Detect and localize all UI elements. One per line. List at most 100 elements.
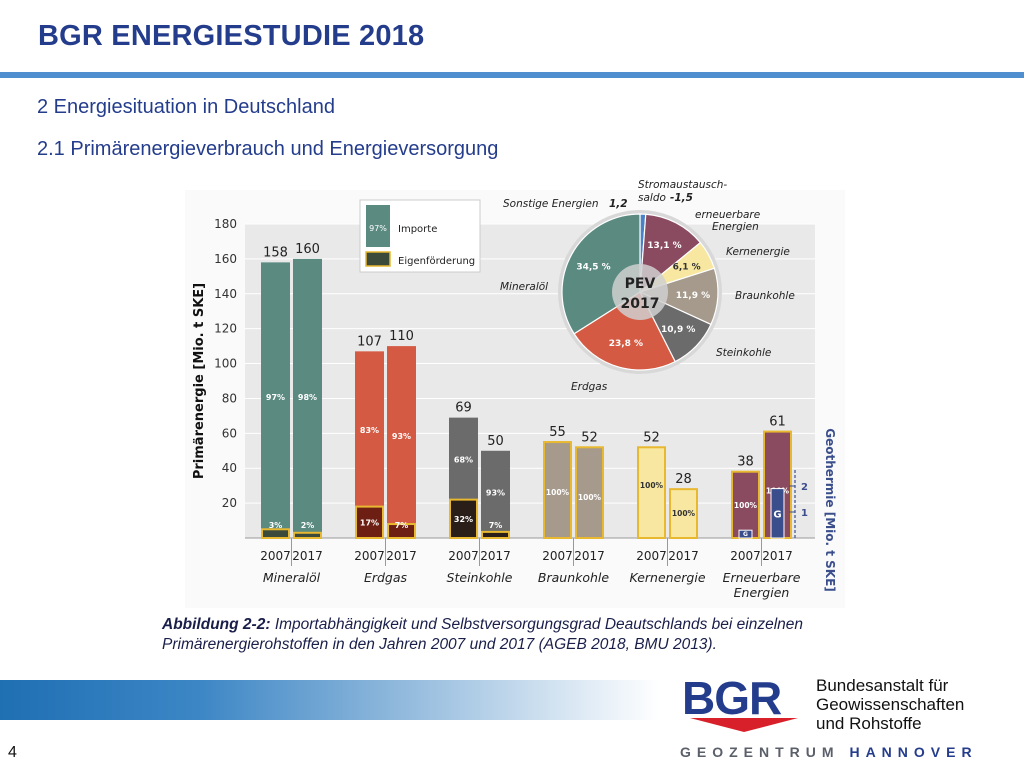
y-tick-label: 40 (222, 461, 237, 475)
plot-area (245, 224, 815, 538)
import-percent-label: 83% (360, 426, 379, 435)
pie-slice (573, 291, 676, 371)
bar-total-label: 52 (581, 430, 598, 445)
bar-total-label: 107 (357, 334, 382, 349)
legend-domestic-swatch (365, 251, 391, 267)
pie-outer-value: -1,5 (670, 192, 693, 204)
x-tick-label: 2017 (480, 549, 511, 563)
bar (669, 489, 698, 538)
secondary-tick-label: 2 (801, 482, 808, 493)
x-tick-label: 2017 (668, 549, 699, 563)
domestic-percent-label: 100% (546, 488, 570, 497)
pie-outer-label: Sonstige Energien (503, 198, 598, 210)
y-tick-label: 120 (214, 322, 237, 336)
bar (261, 262, 290, 538)
geozentrum-tagline: GEOZENTRUM HANNOVER (680, 744, 978, 760)
institution-name: Bundesanstalt für Geowissenschaften und … (816, 676, 964, 733)
bgr-logo: BGR (682, 676, 798, 732)
pie-slice-label: 6,1 % (673, 263, 701, 273)
domestic-segment (355, 505, 384, 540)
institution-line: Geowissenschaften (816, 695, 965, 714)
domestic-percent-label: 7% (395, 521, 409, 530)
pie-outer-label: Steinkohle (716, 347, 771, 359)
import-percent-label: 93% (486, 488, 505, 497)
y-tick-label: 20 (222, 496, 237, 510)
import-percent-label: 93% (392, 432, 411, 441)
y-axis-title: Primärenergie [Mio. t SKE] (192, 283, 207, 479)
secondary-axis-title: Geothermie [Mio. t SKE] (823, 428, 837, 592)
domestic-percent-label: 7% (489, 521, 503, 530)
bar-total-label: 160 (295, 242, 320, 257)
domestic-segment (261, 528, 290, 539)
domestic-segment (449, 498, 478, 539)
logo-chevron (690, 718, 798, 732)
geothermal-label: G (743, 531, 748, 538)
x-tick-label: 2007 (730, 549, 761, 563)
caption-text: Importabhängigkeit und Selbstversorgungs… (162, 616, 804, 653)
domestic-percent-label: 100% (672, 509, 696, 518)
x-category-label: Steinkohle (447, 570, 513, 585)
x-category-label: Erdgas (364, 570, 408, 585)
bar (387, 346, 416, 538)
domestic-outline (637, 446, 666, 539)
x-tick-label: 2007 (448, 549, 479, 563)
import-percent-label: 68% (454, 456, 473, 465)
pie-slice-label: 10,9 % (661, 325, 695, 335)
y-tick-label: 140 (214, 287, 237, 301)
domestic-percent-label: 100% (734, 501, 758, 510)
geothermal-label: G (773, 509, 781, 520)
domestic-percent-label: 100% (578, 493, 602, 502)
pie-outer-label: Erdgas (571, 381, 608, 393)
pie-slice-label: 13,1 % (647, 241, 681, 251)
bar (293, 258, 322, 538)
bar-total-label: 38 (737, 455, 754, 470)
title-rule (0, 72, 1024, 78)
y-tick-label: 160 (214, 252, 237, 266)
domestic-segment (387, 523, 416, 539)
geothermal-bar (738, 529, 753, 539)
x-category-label: Kernenergie (629, 570, 705, 585)
footer-band (0, 680, 660, 720)
bar-total-label: 61 (769, 415, 786, 430)
bar (481, 450, 510, 538)
bgr-logo-text: BGR (682, 676, 782, 724)
institution-line: und Rohstoffe (816, 714, 922, 733)
import-percent-label: 98% (298, 393, 317, 402)
x-category-label: Energien (734, 585, 790, 600)
domestic-percent-label: 100% (640, 481, 664, 490)
bar-total-label: 69 (455, 401, 472, 416)
domestic-segment (481, 530, 510, 540)
pie-center-label: 2017 (621, 296, 660, 312)
bar-total-label: 52 (643, 430, 660, 445)
figure-caption: Abbildung 2-2: Importabhängigkeit und Se… (162, 615, 882, 655)
bar (543, 442, 572, 538)
pie-outer-label: Stromaustausch- (638, 179, 727, 191)
domestic-segment (293, 531, 322, 539)
pie-center (612, 264, 668, 320)
bar-total-label: 50 (487, 434, 504, 449)
bar-total-label: 28 (675, 472, 692, 487)
x-tick-label: 2007 (354, 549, 385, 563)
section-heading: 2 Energiesituation in Deutschland (37, 96, 335, 118)
pie-outer-label: Kernenergie (726, 246, 790, 258)
pie-outer-label: Braunkohle (735, 290, 795, 302)
x-tick-label: 2017 (292, 549, 323, 563)
x-tick-label: 2007 (260, 549, 291, 563)
domestic-outline (669, 488, 698, 539)
geothermal-bar (770, 488, 785, 539)
x-category-label: Braunkohle (538, 570, 610, 585)
x-tick-label: 2007 (542, 549, 573, 563)
x-tick-label: 2017 (762, 549, 793, 563)
pie-slice-label: 11,9 % (676, 291, 710, 301)
institution-line: Bundesanstalt für (816, 676, 949, 695)
page-title: BGR ENERGIESTUDIE 2018 (38, 20, 425, 52)
pie-center-label: PEV (625, 276, 656, 292)
caption-label: Abbildung 2-2: (162, 616, 271, 633)
x-tick-label: 2017 (386, 549, 417, 563)
legend-import-label: Importe (398, 224, 437, 235)
hannover-word: HANNOVER (849, 744, 978, 760)
bar-total-label: 110 (389, 329, 414, 344)
bar (575, 447, 604, 538)
domestic-percent-label: 17% (360, 518, 379, 527)
legend-import-swatch (366, 205, 390, 247)
